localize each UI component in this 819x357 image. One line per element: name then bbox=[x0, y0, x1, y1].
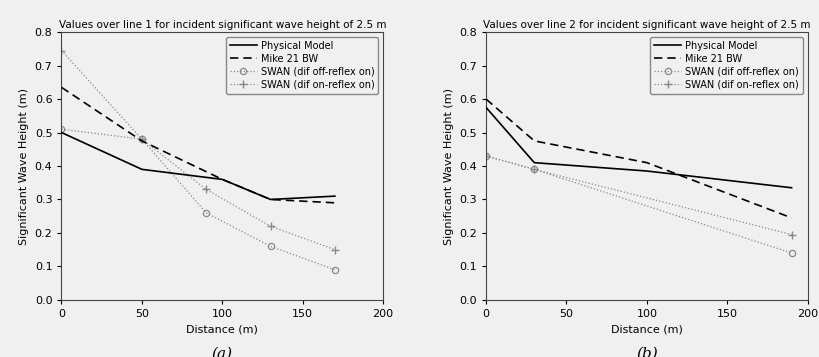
X-axis label: Distance (m): Distance (m) bbox=[186, 325, 258, 335]
X-axis label: Distance (m): Distance (m) bbox=[610, 325, 682, 335]
Legend: Physical Model, Mike 21 BW, SWAN (dif off-reflex on), SWAN (dif on-reflex on): Physical Model, Mike 21 BW, SWAN (dif of… bbox=[649, 37, 802, 94]
Y-axis label: Significant Wave Height (m): Significant Wave Height (m) bbox=[443, 87, 453, 245]
Text: (b): (b) bbox=[636, 347, 657, 357]
Title: Values over line 2 for incident significant wave height of 2.5 m: Values over line 2 for incident signific… bbox=[482, 20, 810, 30]
Y-axis label: Significant Wave Height (m): Significant Wave Height (m) bbox=[19, 87, 29, 245]
Title: Values over line 1 for incident significant wave height of 2.5 m: Values over line 1 for incident signific… bbox=[58, 20, 386, 30]
Text: (a): (a) bbox=[211, 347, 233, 357]
Legend: Physical Model, Mike 21 BW, SWAN (dif off-reflex on), SWAN (dif on-reflex on): Physical Model, Mike 21 BW, SWAN (dif of… bbox=[225, 37, 378, 94]
